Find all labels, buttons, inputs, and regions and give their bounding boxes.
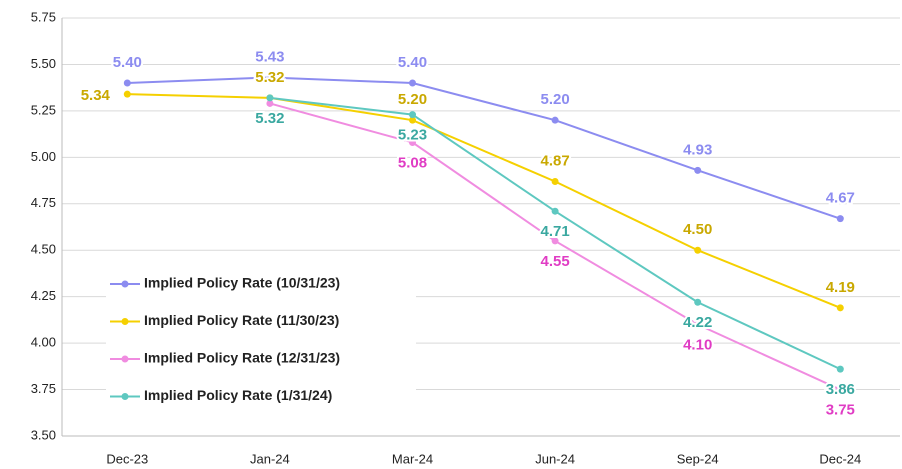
data-point [551,237,559,245]
legend-marker [121,355,129,363]
data-label: 5.32 [255,110,284,127]
data-point [836,304,844,312]
data-label: 5.32 [255,69,284,86]
y-tick-label: 5.00 [31,149,56,164]
y-tick-label: 4.25 [31,288,56,303]
data-point [551,116,559,124]
data-label: 4.87 [540,152,569,169]
data-point [123,90,131,98]
data-label: 4.22 [683,314,712,331]
data-point [123,79,131,87]
data-point [836,215,844,223]
y-tick-label: 4.75 [31,195,56,210]
data-label: 4.50 [683,221,712,238]
data-point [266,73,274,81]
data-point [836,386,844,394]
data-label: 4.55 [540,253,569,270]
y-tick-label: 3.75 [31,381,56,396]
legend-label: Implied Policy Rate (12/31/23) [144,350,340,366]
data-point [409,79,416,87]
data-point [694,246,702,254]
data-label: 5.40 [113,54,142,71]
x-tick-label: Jan-24 [250,451,290,466]
data-point [694,166,702,174]
y-tick-label: 5.50 [31,56,56,71]
data-point [266,99,274,107]
y-tick-label: 5.75 [31,9,56,24]
legend-label: Implied Policy Rate (10/31/23) [144,275,340,291]
x-tick-label: Dec-23 [106,451,148,466]
data-label: 4.71 [540,223,569,240]
legend-label: Implied Policy Rate (1/31/24) [144,387,332,403]
data-point [836,365,844,373]
x-tick-label: Dec-24 [819,451,861,466]
data-point [409,111,416,119]
legend-marker [121,318,129,325]
series-line [127,76,841,220]
data-point [409,138,416,146]
x-tick-label: Mar-24 [392,451,433,466]
legend-marker [121,393,129,400]
data-point [694,298,702,306]
data-label: 5.20 [540,91,569,108]
data-point [551,177,559,185]
data-label: 5.23 [398,127,427,144]
data-label: 5.08 [398,154,427,171]
data-point [551,207,559,215]
data-label: 5.43 [255,48,284,65]
series-line [127,93,841,309]
x-tick-label: Sep-24 [677,451,719,466]
legend-box [106,268,416,428]
data-label: 5.20 [398,91,427,108]
data-label: 4.93 [683,141,712,158]
data-label: 5.34 [81,87,111,104]
data-label: 5.40 [398,54,427,71]
y-tick-label: 4.50 [31,242,56,257]
data-point [694,321,702,329]
data-label: 4.10 [683,337,712,354]
data-label: 4.67 [826,190,855,207]
y-tick-label: 4.00 [31,335,56,350]
legend-marker [121,280,129,288]
data-label: 4.19 [826,279,855,296]
data-label: 3.86 [826,381,855,398]
y-tick-label: 5.25 [31,102,56,117]
data-label: 3.75 [826,402,855,419]
data-point [266,94,274,102]
legend-label: Implied Policy Rate (11/30/23) [144,312,339,328]
y-tick-label: 3.50 [31,427,56,442]
x-tick-label: Jun-24 [535,451,575,466]
data-point [409,116,416,124]
